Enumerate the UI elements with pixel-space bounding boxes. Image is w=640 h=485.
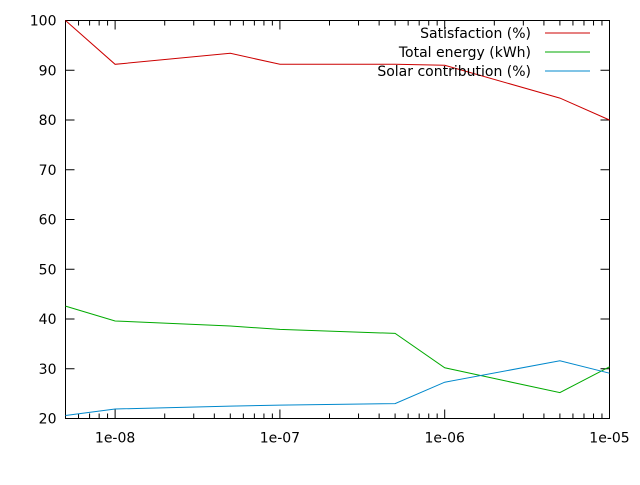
y-tick-label: 40 (39, 312, 57, 328)
y-tick-label: 20 (39, 412, 57, 428)
axis-ticks (65, 20, 610, 419)
x-tick-label: 1e-05 (589, 431, 629, 447)
y-tick-label: 90 (39, 63, 57, 79)
series-line-3 (65, 360, 610, 416)
y-tick-label: 60 (39, 213, 57, 229)
x-tick-label: 1e-07 (260, 431, 300, 447)
axis-tick-labels: 20 30 40 50 60 70 80 90 100 1e-08 1e-07 1e-06 1e-05 (30, 14, 630, 447)
y-tick-label: 50 (39, 262, 57, 278)
legend-label: Total energy (kWh) (398, 45, 531, 61)
y-tick-label: 70 (39, 163, 57, 179)
series-lines (65, 20, 610, 416)
y-tick-label: 100 (30, 14, 57, 30)
legend: Satisfaction (%) Total energy (kWh) Solar … (377, 26, 590, 80)
legend-label: Solar contribution (%) (377, 64, 531, 80)
y-tick-label: 30 (39, 362, 57, 378)
x-tick-label: 1e-06 (425, 431, 465, 447)
series-line-1 (65, 20, 610, 121)
y-tick-label: 80 (39, 113, 57, 129)
plot-frame (65, 20, 610, 419)
series-line-2 (65, 305, 610, 394)
legend-label: Satisfaction (%) (420, 26, 531, 42)
x-tick-label: 1e-08 (95, 431, 135, 447)
